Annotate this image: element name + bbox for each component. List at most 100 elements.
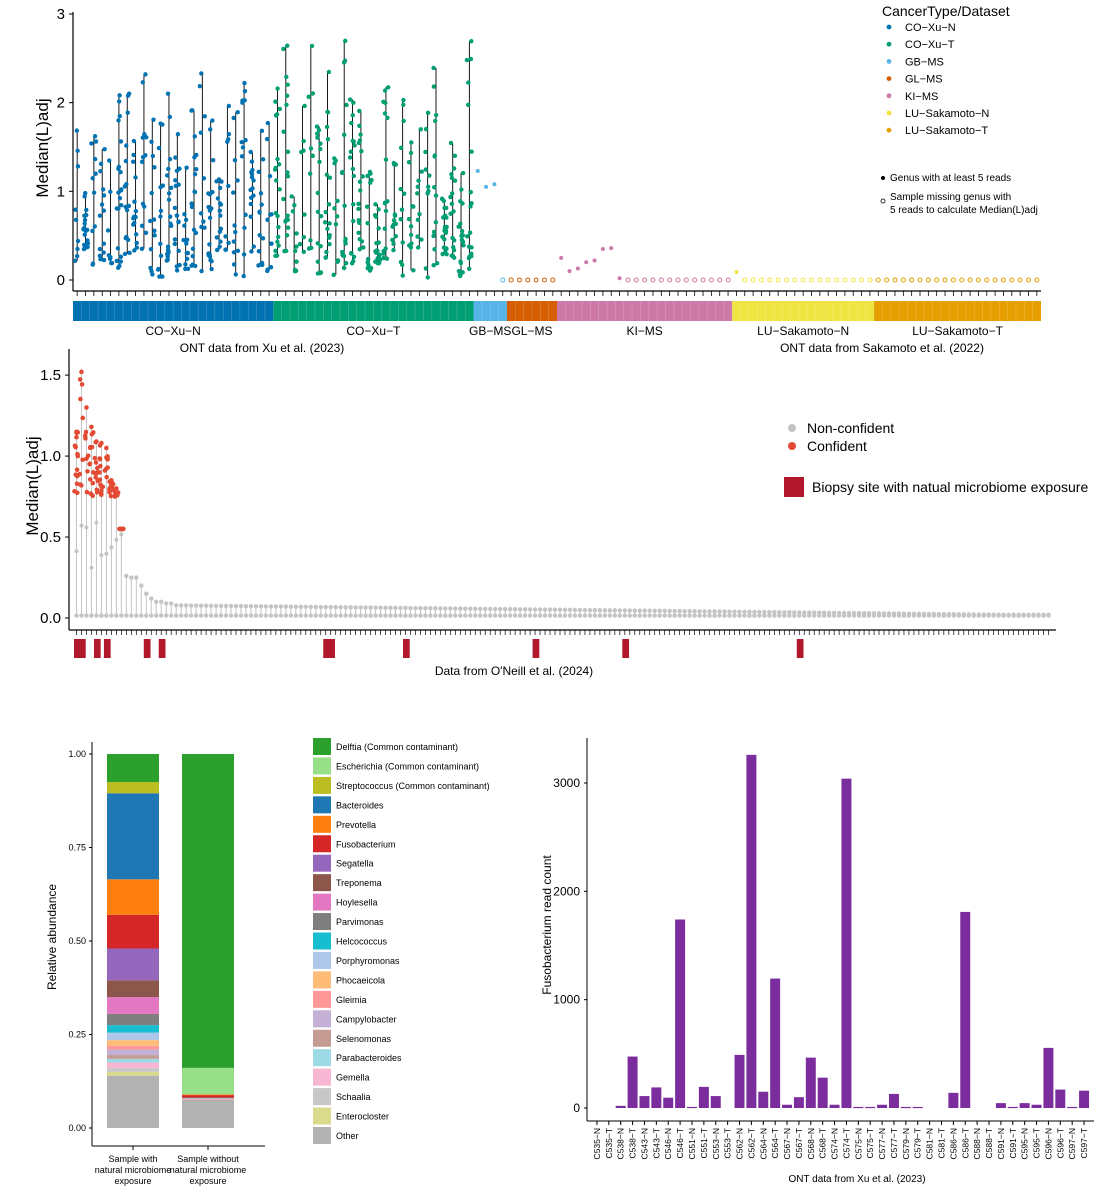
sample-point (350, 166, 356, 172)
legend-swatch (788, 424, 796, 432)
confident-point (93, 471, 99, 477)
non-confident-point (577, 607, 583, 613)
sample-point (484, 184, 489, 189)
sample-point (285, 225, 291, 230)
missing-sample-point (942, 277, 948, 283)
x-tick-label: C577−N (877, 1128, 887, 1159)
sample-point (144, 135, 149, 140)
non-confident-point (911, 611, 917, 616)
stacked-segment (107, 980, 159, 998)
sample-point (333, 221, 339, 227)
missing-sample-point (1000, 277, 1006, 283)
lollipop-base-point (238, 613, 244, 618)
sample-point (302, 212, 307, 217)
lollipop-base-point (298, 613, 304, 618)
bar (888, 1093, 899, 1108)
sample-point (356, 220, 362, 226)
non-confident-point (787, 610, 792, 615)
non-confident-point (662, 608, 667, 614)
sample-point (365, 256, 371, 262)
confident-point (119, 526, 124, 532)
panel-b-y-axis-label: Median(L)adj (23, 436, 42, 535)
sample-point (431, 84, 437, 89)
non-confident-point (193, 603, 199, 608)
lollipop-base-point (418, 613, 423, 618)
sample-point (423, 266, 429, 271)
bar (651, 1087, 662, 1108)
sample-point (343, 38, 348, 44)
sample-point (281, 46, 286, 52)
panel-a-legend-title: CancerType/Dataset (882, 3, 1010, 19)
sample-point (232, 223, 237, 228)
non-confident-point (777, 610, 782, 615)
lollipop-base-point (712, 613, 717, 618)
lollipop-base-point (542, 613, 548, 618)
panel-a-x-axis (73, 290, 1041, 296)
x-tick-label: C586−N (948, 1128, 958, 1159)
sample-point (131, 216, 136, 221)
non-confident-point (388, 605, 393, 611)
sample-point (381, 255, 386, 261)
sample-point (351, 202, 356, 207)
bar (1031, 1104, 1042, 1108)
sample-point (101, 208, 107, 213)
legend-label: Biopsy site with natual microbiome expos… (812, 479, 1088, 495)
sample-point (467, 230, 473, 235)
sample-point (400, 240, 405, 245)
sample-point (176, 182, 181, 187)
sample-point (131, 152, 136, 158)
biopsy-marker (622, 639, 630, 658)
sample-point (306, 94, 311, 99)
lollipop-base-point (89, 613, 94, 618)
non-confident-point (652, 608, 657, 614)
sample-point (160, 122, 165, 127)
sample-point (183, 217, 189, 223)
lollipop-base-point (697, 613, 702, 618)
sample-point (415, 234, 420, 239)
non-confident-point (612, 608, 618, 613)
missing-sample-point (817, 277, 823, 283)
sample-point (592, 258, 597, 263)
sample-point (440, 234, 445, 239)
sample-point (358, 132, 363, 137)
legend-label: Gemella (336, 1073, 370, 1083)
lollipop-base-point (104, 613, 109, 618)
sample-point (451, 166, 457, 171)
stacked-segment (182, 1094, 234, 1096)
sample-point (118, 254, 124, 259)
lollipop-base-point (662, 613, 667, 618)
non-confident-point (951, 612, 956, 617)
sample-point (284, 233, 290, 238)
sample-point (100, 187, 106, 192)
non-confident-point (617, 608, 623, 613)
sample-point (84, 207, 89, 213)
sample-point (152, 233, 157, 238)
lollipop-base-point (562, 613, 568, 618)
sample-point (251, 244, 257, 249)
bar (912, 1106, 923, 1109)
sample-point (189, 201, 194, 206)
non-confident-point (1041, 612, 1046, 617)
sample-point (149, 190, 154, 196)
x-tick-label: C567−T (794, 1128, 804, 1158)
sample-point (341, 253, 347, 259)
panel-d-x-axis-label: ONT data from Xu et al. (2023) (788, 1174, 925, 1185)
non-confident-point (702, 609, 707, 614)
sample-point (461, 243, 466, 248)
sample-point (364, 204, 370, 209)
stacked-segment (107, 948, 159, 981)
sample-point (324, 172, 330, 177)
sample-point (289, 194, 294, 199)
legend-swatch (313, 776, 331, 794)
missing-sample-point (875, 277, 881, 283)
sample-point (160, 183, 166, 188)
missing-sample-point (708, 277, 714, 283)
x-tick-label: C581−N (925, 1128, 935, 1159)
sample-point (116, 190, 121, 195)
stacked-segment (182, 1095, 234, 1098)
x-tick-label: C575−T (865, 1128, 875, 1158)
sample-point (240, 145, 246, 150)
sample-point (191, 227, 197, 232)
sample-point (75, 238, 81, 244)
lollipop-base-point (144, 613, 149, 618)
